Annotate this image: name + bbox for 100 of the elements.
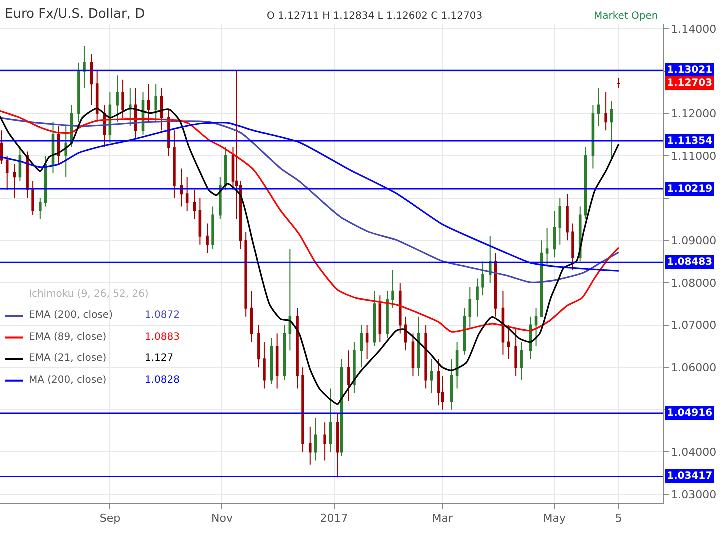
candlestick [276,333,279,390]
candlestick [353,342,356,394]
candlestick [482,261,484,296]
candlestick [438,358,440,406]
candlestick [507,324,510,360]
candlestick [456,342,459,390]
candlestick [116,75,119,123]
ref-line-label: 1.11354 [667,136,713,147]
legend-label: EMA (21, close) [29,353,107,364]
x-tick-label: May [543,512,566,526]
candlestick [314,418,318,462]
candlestick [160,88,164,132]
candlestick [584,147,588,220]
text: O 1.12711 H 1.12834 L 1.12602 C 1.12703 [267,11,483,22]
y-tick-label: 1.12000 [671,108,717,121]
candlestick [494,252,498,318]
candlestick [129,88,132,127]
x-tick-label: Mar [432,512,454,526]
ref-line-label: 1.04916 [667,408,713,419]
y-tick-label: 1.14000 [671,22,717,36]
ref-line-label: 1.10219 [667,184,713,195]
legend-label: EMA (200, close) [29,310,114,321]
candlestick [476,278,479,318]
candlestick [534,308,538,347]
candlestick [154,84,158,123]
candlestick [572,223,574,271]
candlestick [604,92,608,132]
candlestick [373,290,376,347]
candlestick [6,156,9,190]
ref-line-label: 1.03417 [667,471,713,482]
candlestick [348,350,350,402]
candlestick [553,210,556,258]
candlestick [96,70,99,123]
y-tick-label: 1.06000 [671,361,717,374]
candlestick [283,324,286,381]
candlestick [514,329,518,377]
candlestick [64,126,68,178]
candlestick [340,358,343,457]
candlestick [193,189,196,220]
candlestick [386,290,389,338]
line-series [0,108,620,406]
x-tick-label: Sep [100,512,121,526]
candlestick [147,84,150,123]
y-tick-label: 1.09000 [671,234,717,248]
candlestick [398,282,402,334]
candlestick [566,194,569,242]
candlestick [468,286,472,330]
y-tick-label: 1.08000 [671,276,717,290]
candlestick [83,46,86,89]
candlestick [32,180,34,216]
candlestick [366,324,369,360]
candlestick [324,422,326,462]
annotation: 1.0828 [145,375,180,386]
legend-label: EMA (89, close) [29,332,107,343]
y-tick-label: 1.03000 [671,488,717,502]
candlestick [417,316,420,377]
candlestick [546,227,549,267]
candlestick [404,316,408,352]
candlestick [198,198,202,246]
candlestick [302,367,304,453]
candlestick [39,198,42,220]
candlestick [186,176,189,212]
candlestick [618,78,620,89]
candlestick [258,324,260,368]
candlestick [270,337,274,386]
candlestick [212,206,214,250]
candlestick [0,130,4,165]
y-tick-label: 1.04000 [671,446,717,460]
candlestick [392,270,394,309]
annotation: 1.0872 [145,310,180,321]
text: Market Open [594,11,658,22]
candlestick [308,426,312,466]
candlestick [610,100,613,161]
annotation: 1.127 [145,353,174,364]
text: 1.12703 [667,78,713,89]
chart-title: Euro Fx/U.S. Dollar, D [5,7,146,22]
candlestick [488,236,492,284]
candlestick [13,164,16,199]
candlestick [44,156,48,208]
candlestick [244,232,248,318]
candlestick [424,324,428,390]
candlestick [18,147,22,182]
candlestick [329,388,332,453]
y-tick-label: 1.07000 [671,319,717,332]
candlestick [288,248,292,352]
candlestick [430,358,433,394]
y-tick-label: 1.11000 [671,150,717,163]
candlestick [296,308,299,390]
candlestick [592,104,595,170]
line-series [0,110,620,333]
candlestick [502,290,505,356]
ref-line-label: 1.08483 [667,257,713,268]
candlestick [90,54,94,106]
candlestick [78,62,80,123]
candlestick [520,342,523,381]
x-tick-label: 5 [615,512,622,526]
candlestick [180,168,184,208]
candlestick [206,223,209,254]
legend-label: MA (200, close) [29,375,107,386]
candlestick [450,358,454,410]
